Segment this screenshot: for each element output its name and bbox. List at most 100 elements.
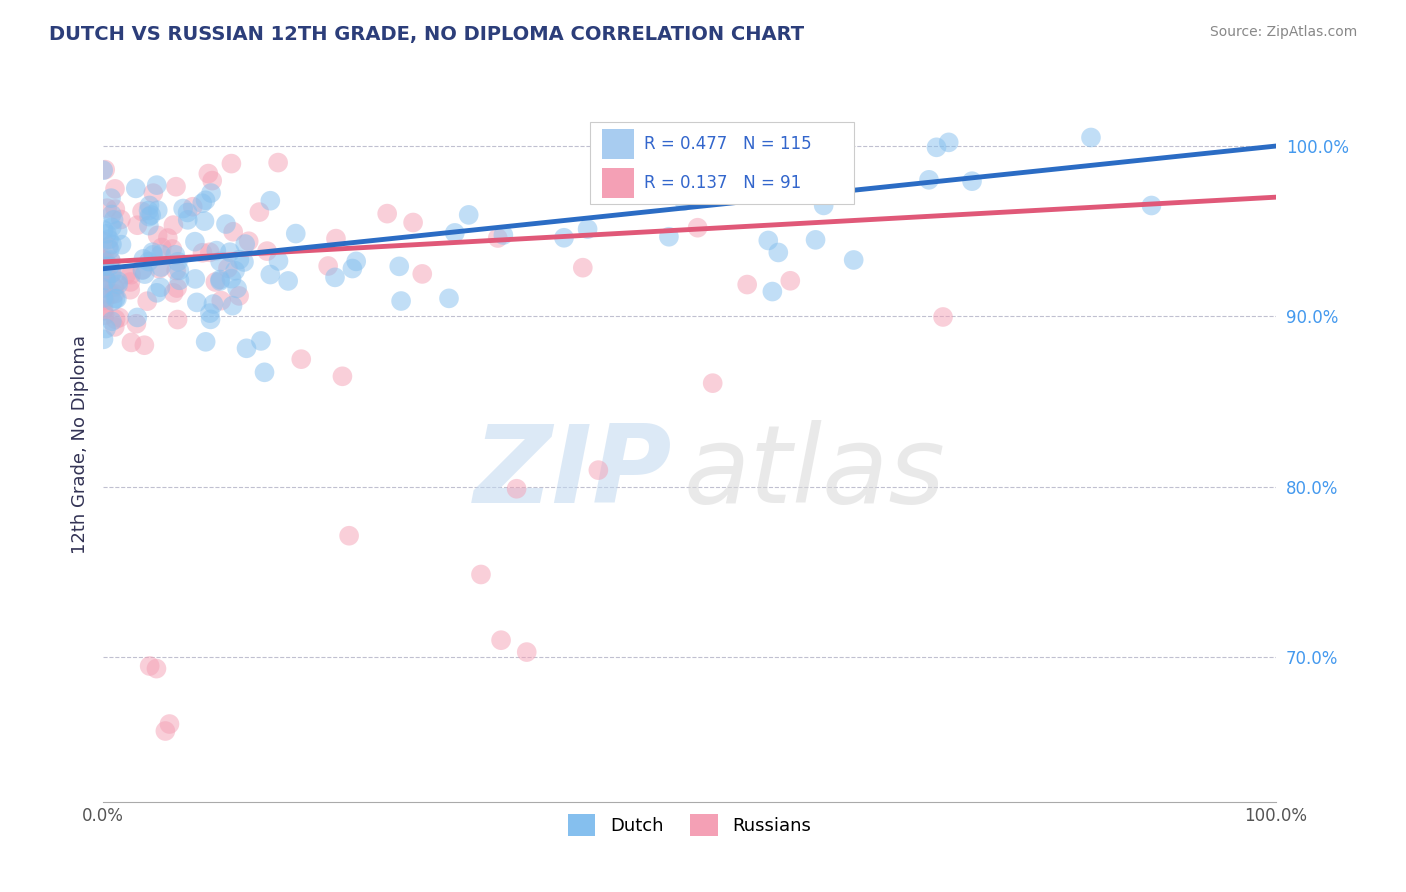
Point (804, 233, 827, 247)
Point (221, 156, 243, 170)
Point (238, 234, 260, 248)
Point (489, 633, 512, 648)
Point (108, 310, 131, 325)
Point (141, 245, 163, 260)
Point (105, 292, 128, 306)
Point (204, 275, 226, 289)
Point (290, 352, 312, 367)
Point (93, 259, 115, 273)
Point (616, 161, 638, 175)
Point (155, 724, 177, 739)
Point (197, 167, 219, 181)
Point (388, 260, 411, 274)
Point (588, 463, 610, 477)
Point (738, 175, 761, 189)
Point (97, 232, 120, 246)
Point (259, 268, 281, 282)
Point (389, 293, 412, 308)
Point (100, 266, 122, 280)
Point (150, 260, 173, 274)
Point (686, 220, 709, 235)
Point (233, 255, 256, 269)
Point (344, 254, 367, 268)
Point (94, 162, 117, 177)
Point (146, 285, 169, 300)
Point (91, 252, 114, 267)
Point (191, 196, 214, 211)
Point (110, 212, 132, 227)
Point (93, 293, 115, 308)
Point (104, 319, 127, 334)
Point (166, 281, 188, 295)
Point (176, 205, 198, 219)
Point (799, 170, 821, 185)
Point (149, 280, 172, 294)
Point (918, 173, 941, 187)
Point (316, 259, 339, 273)
Point (162, 242, 184, 256)
Point (194, 194, 217, 208)
Point (219, 245, 242, 260)
Text: atlas: atlas (683, 420, 946, 525)
Point (228, 252, 250, 267)
Point (342, 261, 364, 276)
Point (221, 299, 243, 313)
Point (138, 198, 160, 212)
Point (138, 203, 160, 218)
Point (332, 369, 354, 384)
Point (100, 287, 122, 301)
Point (221, 271, 243, 285)
Point (658, 229, 681, 244)
Point (256, 244, 278, 259)
Point (810, 170, 832, 185)
Point (138, 210, 160, 224)
Point (93, 302, 115, 317)
Point (205, 244, 228, 258)
Point (141, 208, 163, 222)
Point (94, 253, 117, 268)
Point (159, 717, 181, 731)
Point (131, 263, 153, 277)
Point (150, 241, 173, 255)
Point (165, 263, 187, 277)
Point (96, 227, 118, 241)
Point (146, 228, 169, 243)
Point (115, 268, 138, 282)
Point (101, 237, 124, 252)
Point (228, 289, 250, 303)
Point (768, 245, 790, 260)
Point (259, 194, 281, 208)
Point (200, 312, 222, 326)
Point (191, 245, 214, 260)
Point (779, 274, 801, 288)
Point (198, 245, 221, 260)
Point (437, 291, 460, 305)
Point (94, 273, 117, 287)
Point (470, 567, 492, 582)
Point (193, 214, 215, 228)
Point (100, 220, 122, 235)
Point (138, 659, 160, 673)
Point (744, 178, 766, 192)
Point (91, 235, 114, 249)
Point (120, 283, 142, 297)
Point (186, 295, 208, 310)
Point (91, 281, 114, 295)
Point (337, 529, 360, 543)
Point (235, 341, 257, 355)
Point (134, 267, 156, 281)
Point (96, 201, 118, 215)
Point (134, 338, 156, 352)
Point (253, 365, 276, 379)
Point (91, 163, 114, 178)
Point (169, 273, 191, 287)
Point (93, 253, 115, 268)
Point (101, 314, 124, 328)
Text: DUTCH VS RUSSIAN 12TH GRADE, NO DIPLOMA CORRELATION CHART: DUTCH VS RUSSIAN 12TH GRADE, NO DIPLOMA … (49, 25, 804, 44)
Point (224, 263, 246, 277)
Point (492, 227, 515, 242)
Point (209, 272, 232, 286)
Point (402, 215, 425, 229)
Point (250, 334, 273, 348)
Point (181, 200, 204, 214)
